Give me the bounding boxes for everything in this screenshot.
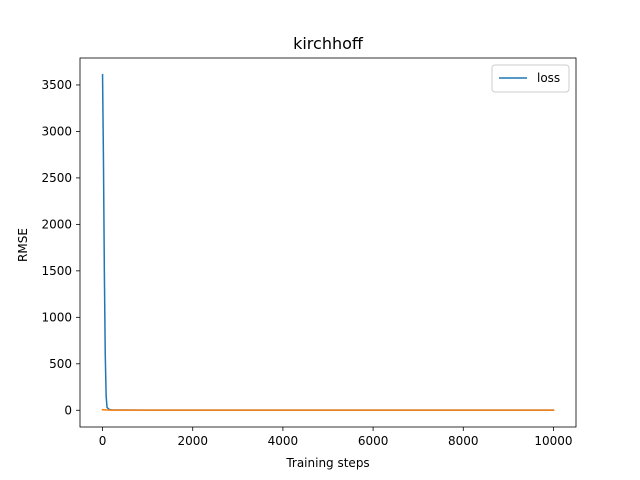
y-axis: 0 500 1000 1500 2000 2500 3000 3500 (41, 78, 80, 417)
y-tick-label: 500 (49, 357, 72, 371)
x-tick-label: 6000 (358, 434, 389, 448)
legend: loss (491, 64, 570, 93)
chart-title: kirchhoff (293, 34, 364, 53)
legend-box (491, 64, 570, 93)
x-axis: 0 2000 4000 6000 8000 10000 (99, 427, 573, 448)
legend-label-loss: loss (537, 71, 560, 85)
y-tick-label: 1000 (41, 310, 72, 324)
x-tick-label: 4000 (268, 434, 299, 448)
plot-frame (79, 57, 577, 428)
y-tick-label: 2500 (41, 171, 72, 185)
y-tick-label: 3000 (41, 124, 72, 138)
x-tick-label: 2000 (177, 434, 208, 448)
y-tick-label: 2000 (41, 217, 72, 231)
plot-background (80, 58, 576, 427)
x-tick-label: 8000 (448, 434, 479, 448)
x-axis-label: Training steps (285, 456, 369, 470)
y-tick-label: 1500 (41, 264, 72, 278)
x-tick-label: 10000 (534, 434, 572, 448)
y-tick-label: 0 (64, 403, 72, 417)
plot-area (79, 57, 577, 428)
y-axis-label: RMSE (16, 228, 30, 262)
y-tick-label: 3500 (41, 78, 72, 92)
x-tick-label: 0 (99, 434, 107, 448)
